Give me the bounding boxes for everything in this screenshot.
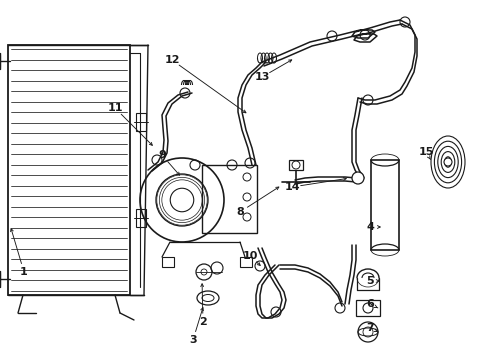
Bar [8,45,130,295]
Text: 4: 4 [366,222,373,232]
Bar [370,160,398,250]
Text: 12: 12 [164,55,180,65]
Bar [136,209,146,227]
Bar [136,113,146,131]
Text: 15: 15 [417,147,433,157]
Bar [240,257,251,267]
Text: 7: 7 [366,323,373,333]
Circle shape [351,172,363,184]
Text: 9: 9 [158,150,165,160]
Text: 2: 2 [199,317,206,327]
Text: 8: 8 [236,207,244,217]
Text: 10: 10 [242,251,257,261]
Bar [288,160,303,170]
Text: 6: 6 [366,299,373,309]
Circle shape [443,158,451,166]
Bar [202,165,257,233]
Bar [162,257,174,267]
Text: 13: 13 [254,72,269,82]
Text: 1: 1 [20,267,28,277]
Text: 5: 5 [366,276,373,286]
Text: 3: 3 [189,335,196,345]
Text: 11: 11 [107,103,122,113]
Bar [355,300,379,316]
Text: 14: 14 [284,182,299,192]
